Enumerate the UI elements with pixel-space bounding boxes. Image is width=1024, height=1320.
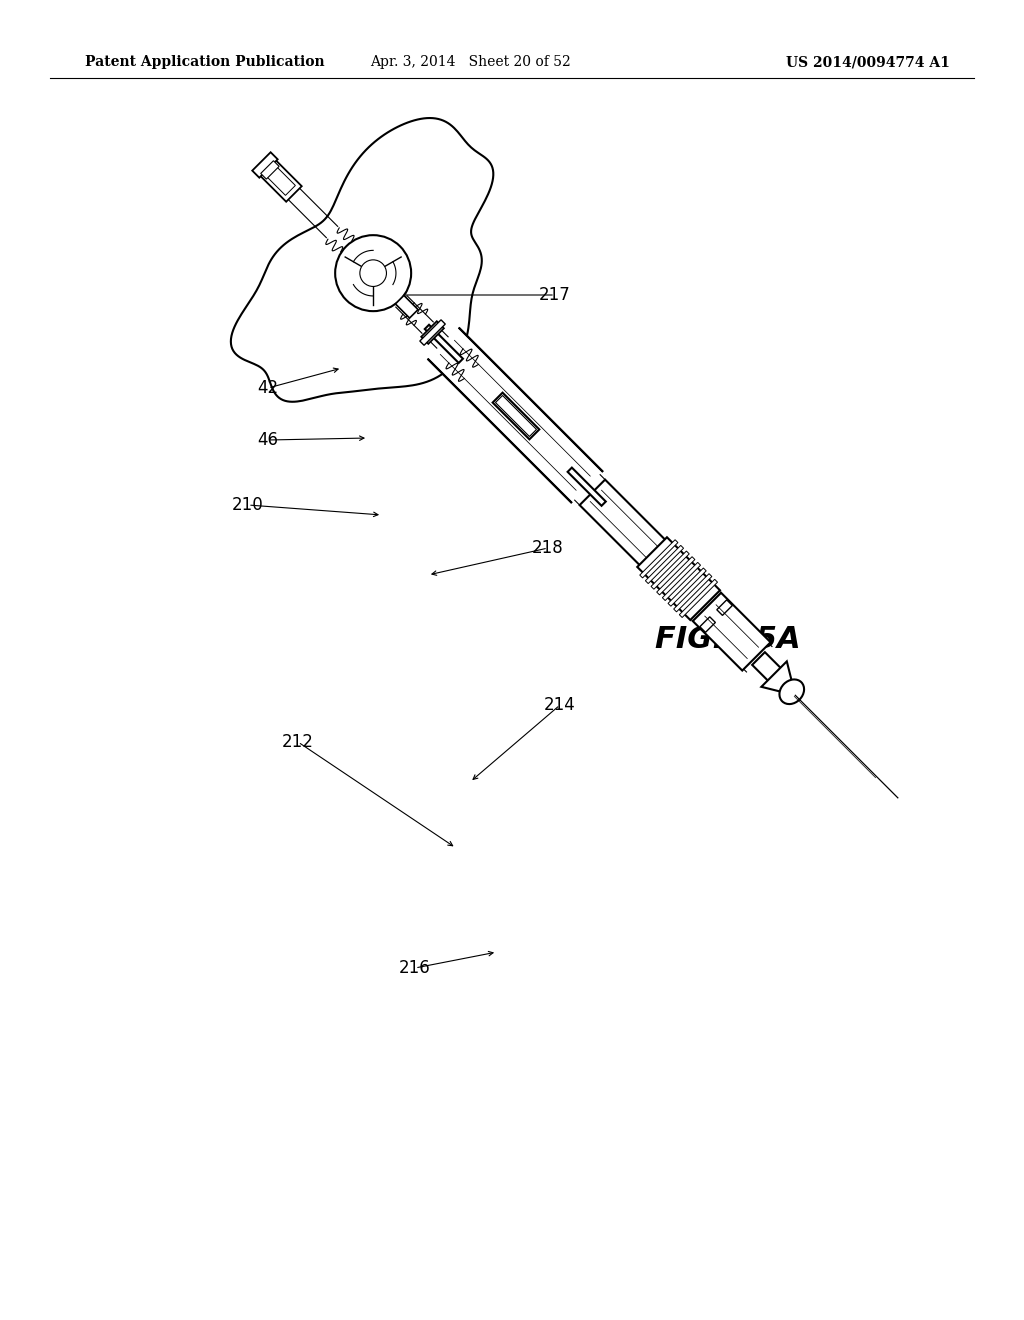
Bar [421, 321, 443, 345]
Circle shape [335, 235, 412, 312]
Bar [493, 392, 540, 440]
Bar [668, 568, 707, 606]
Bar [637, 537, 720, 620]
Text: Patent Application Publication: Patent Application Publication [85, 55, 325, 69]
Bar [663, 562, 700, 601]
Text: 217: 217 [539, 286, 570, 304]
Bar [645, 545, 684, 583]
Text: 216: 216 [399, 960, 431, 977]
Text: Apr. 3, 2014   Sheet 20 of 52: Apr. 3, 2014 Sheet 20 of 52 [370, 55, 570, 69]
Polygon shape [580, 479, 677, 577]
Bar [640, 540, 678, 578]
Text: 218: 218 [532, 539, 564, 557]
Bar [425, 325, 463, 363]
Text: 214: 214 [544, 696, 575, 714]
Bar [674, 574, 712, 612]
Ellipse shape [779, 680, 804, 704]
Text: 212: 212 [282, 733, 314, 751]
Text: 210: 210 [232, 496, 264, 513]
Bar [263, 162, 295, 195]
Text: 46: 46 [257, 432, 279, 449]
Bar [395, 296, 418, 318]
Text: FIG. 15A: FIG. 15A [655, 626, 801, 655]
Bar [717, 599, 732, 615]
Bar [699, 616, 716, 632]
Bar [261, 161, 280, 180]
Bar [651, 550, 689, 589]
Bar [753, 652, 786, 686]
Bar [256, 157, 302, 202]
Bar [496, 396, 537, 437]
Polygon shape [693, 593, 770, 671]
Polygon shape [762, 661, 796, 696]
Bar [420, 319, 445, 346]
Bar [679, 579, 718, 618]
Text: US 2014/0094774 A1: US 2014/0094774 A1 [786, 55, 950, 69]
Text: 42: 42 [257, 379, 279, 397]
Bar [567, 467, 606, 506]
Circle shape [359, 260, 386, 286]
Bar [252, 152, 278, 178]
Bar [656, 557, 695, 595]
Polygon shape [428, 329, 602, 502]
